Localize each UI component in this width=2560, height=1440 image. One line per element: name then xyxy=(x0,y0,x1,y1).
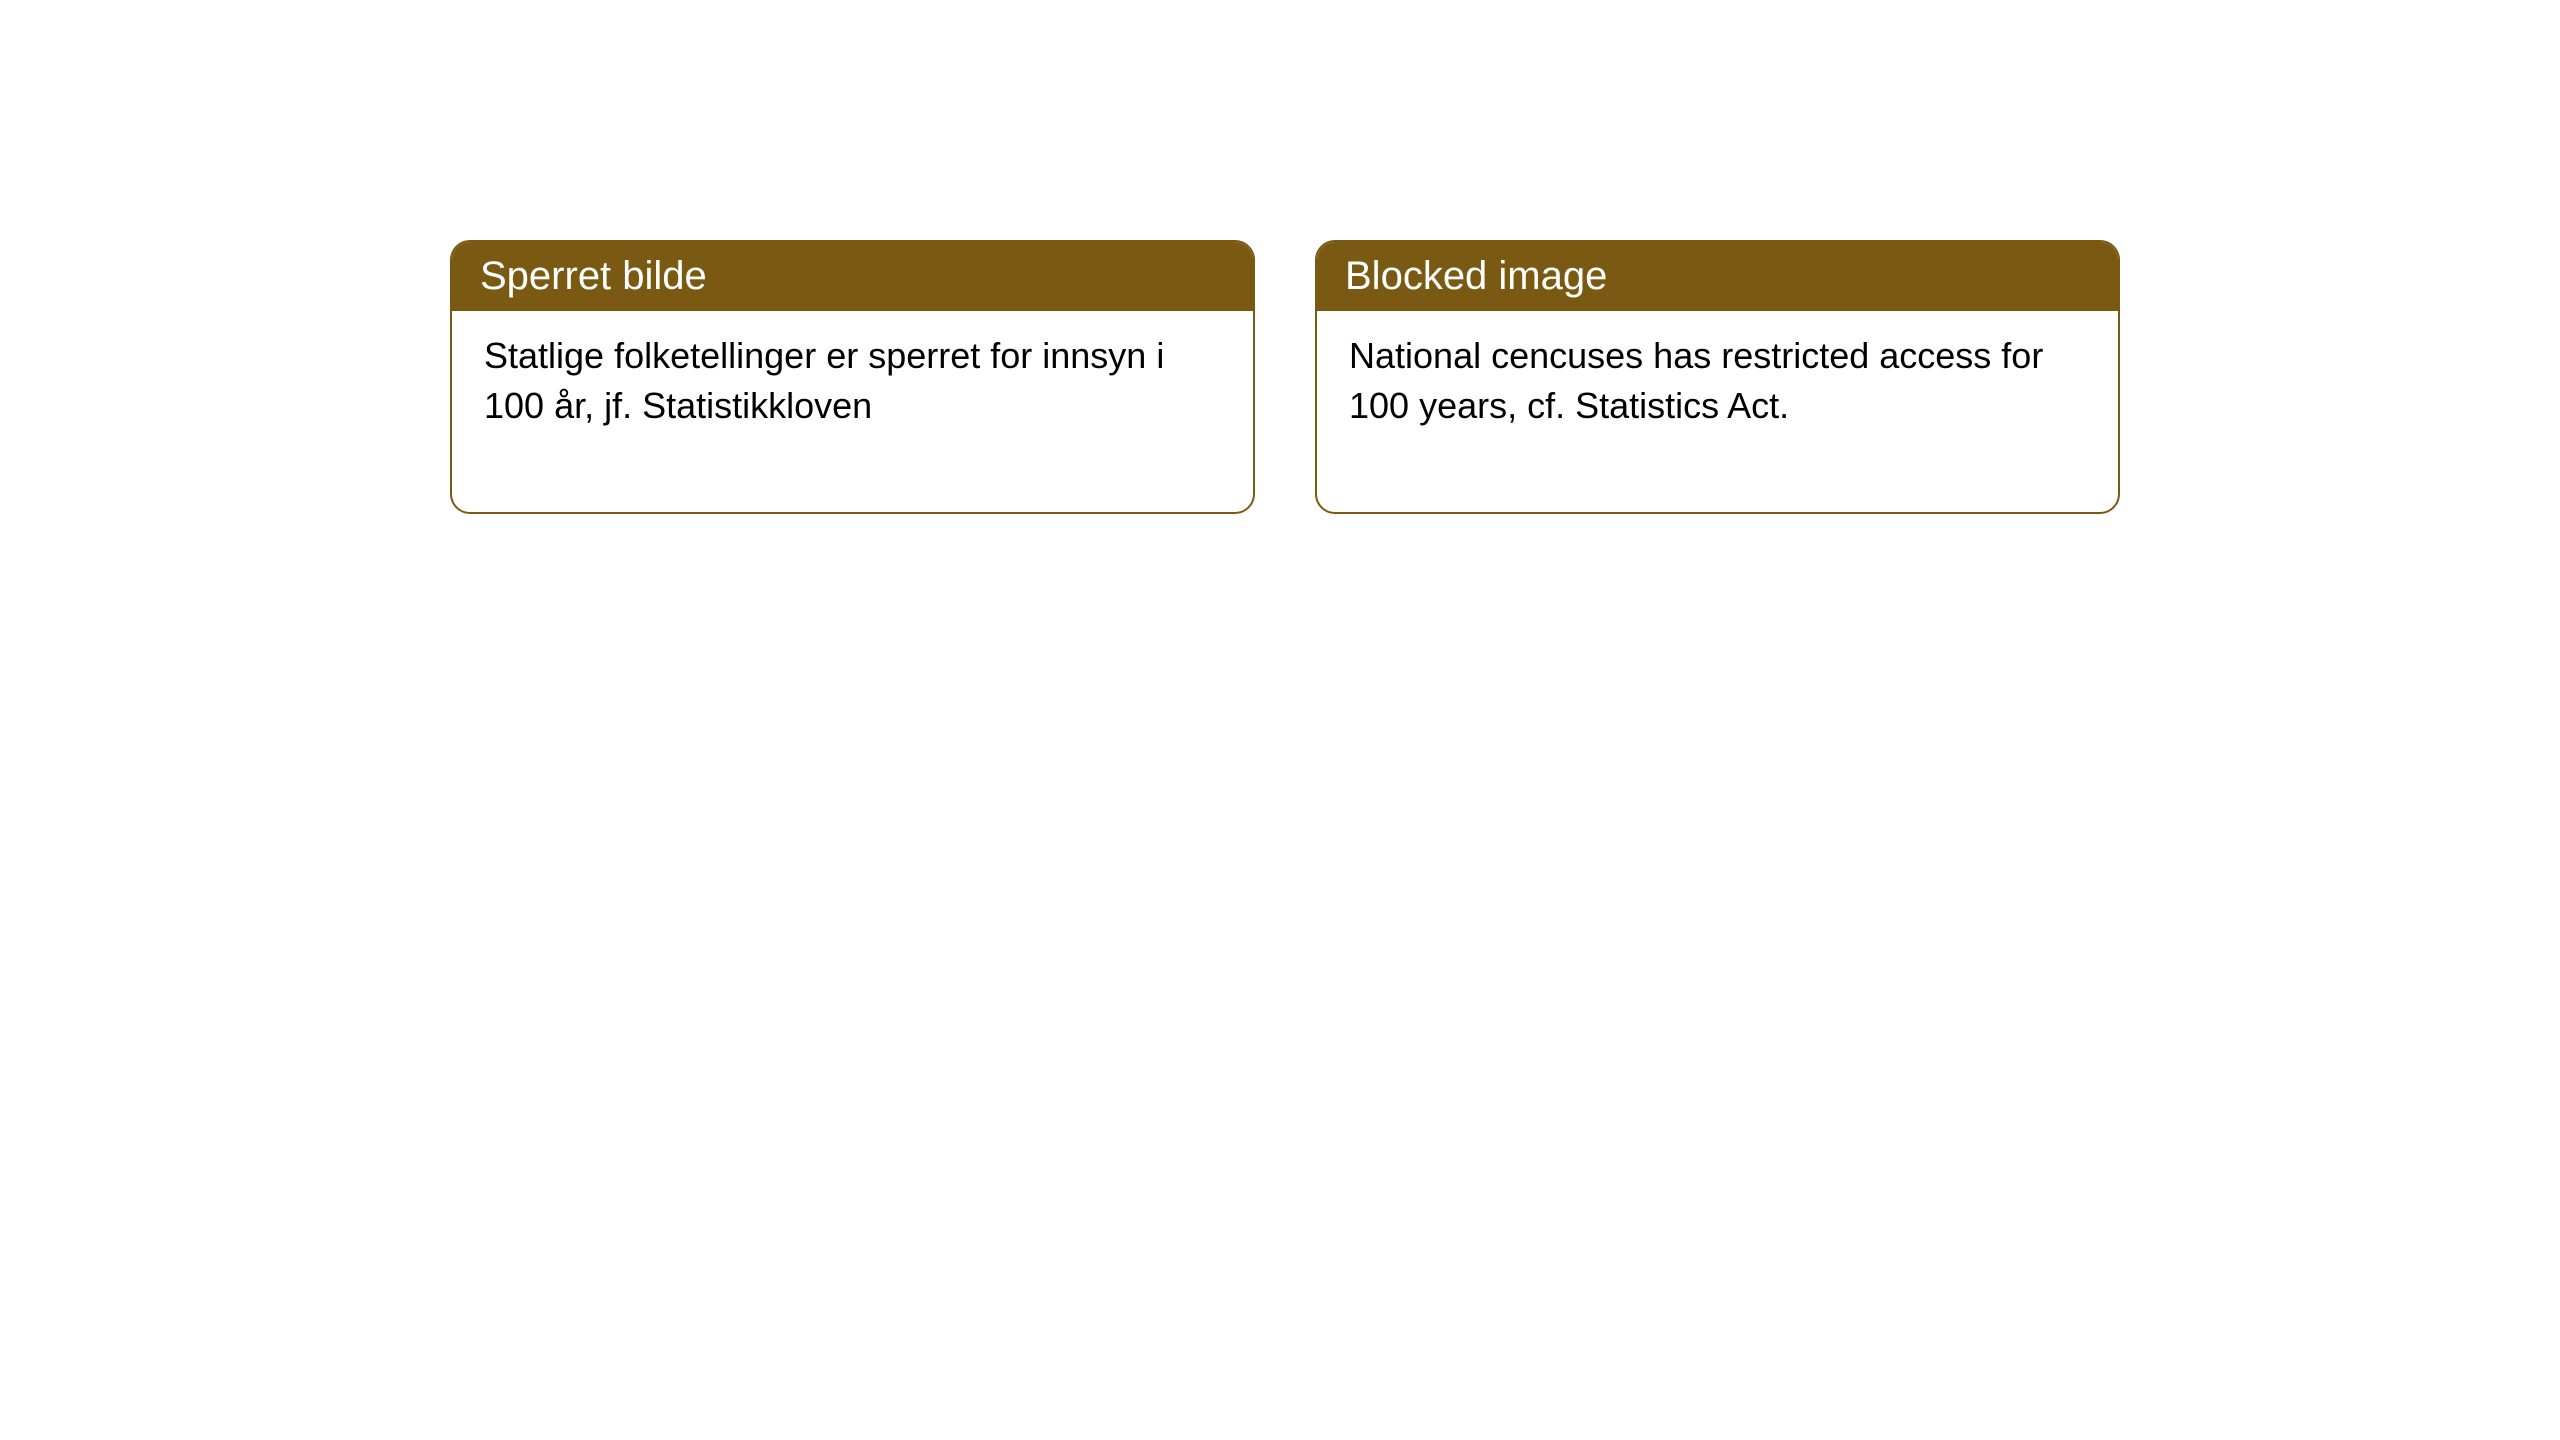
card-text-norwegian: Statlige folketellinger er sperret for i… xyxy=(484,335,1164,426)
card-body-norwegian: Statlige folketellinger er sperret for i… xyxy=(452,311,1253,512)
card-text-english: National cencuses has restricted access … xyxy=(1349,335,2043,426)
card-header-english: Blocked image xyxy=(1317,242,2118,311)
card-header-norwegian: Sperret bilde xyxy=(452,242,1253,311)
card-title-english: Blocked image xyxy=(1345,254,1607,298)
card-body-english: National cencuses has restricted access … xyxy=(1317,311,2118,512)
notice-cards-container: Sperret bilde Statlige folketellinger er… xyxy=(450,240,2120,514)
card-title-norwegian: Sperret bilde xyxy=(480,254,707,298)
notice-card-english: Blocked image National cencuses has rest… xyxy=(1315,240,2120,514)
notice-card-norwegian: Sperret bilde Statlige folketellinger er… xyxy=(450,240,1255,514)
